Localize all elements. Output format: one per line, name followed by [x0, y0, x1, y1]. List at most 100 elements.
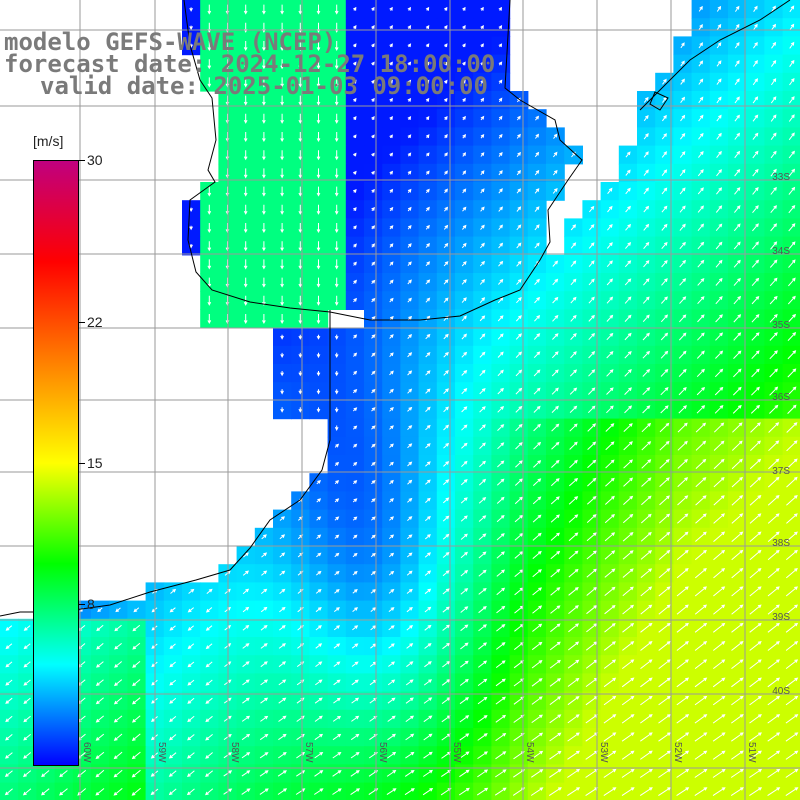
- wind-arrow: [549, 641, 561, 651]
- wind-arrow: [422, 788, 434, 796]
- wind-arrow: [658, 568, 671, 579]
- wind-arrow: [569, 369, 578, 377]
- wind-arrow: [716, 132, 722, 140]
- wind-arrow: [495, 660, 506, 668]
- wind-arrow: [480, 242, 485, 249]
- wind-arrow: [407, 461, 413, 467]
- wind-arrow: [243, 132, 248, 143]
- wind-arrow: [604, 550, 616, 560]
- wind-arrow: [733, 350, 742, 359]
- wind-arrow: [569, 441, 578, 450]
- wind-arrow: [498, 151, 503, 157]
- wind-arrow: [260, 661, 268, 668]
- wind-arrow: [604, 604, 616, 615]
- wind-arrow: [406, 625, 413, 631]
- wind-arrow: [603, 641, 616, 651]
- wind-arrow: [23, 734, 31, 741]
- wind-arrow: [568, 550, 579, 560]
- wind-arrow: [567, 732, 580, 742]
- wind-arrow: [697, 241, 705, 250]
- wind-arrow: [640, 677, 653, 688]
- wind-arrow: [679, 223, 686, 231]
- wind-arrow: [676, 659, 689, 669]
- wind-arrow: [496, 551, 505, 559]
- wind-arrow: [532, 623, 543, 632]
- wind-arrow: [587, 477, 597, 487]
- wind-arrow: [697, 259, 705, 268]
- wind-arrow: [460, 642, 469, 650]
- wind-arrow: [676, 531, 689, 542]
- coastline-east: [639, 0, 791, 111]
- wind-arrow: [316, 95, 321, 106]
- wind-arrow: [206, 588, 213, 594]
- wind-arrow: [588, 387, 596, 395]
- latitude-label: 33S: [772, 172, 790, 183]
- wind-arrow: [678, 368, 687, 377]
- wind-arrow: [131, 787, 141, 796]
- wind-arrow: [749, 714, 762, 724]
- wind-arrow: [698, 5, 703, 12]
- wind-arrow: [498, 133, 503, 139]
- wind-arrow: [661, 151, 668, 158]
- wind-arrow: [533, 369, 541, 377]
- longitude-label: 56W: [377, 742, 388, 763]
- colorbar-tick: [79, 160, 85, 161]
- wind-arrow: [531, 696, 543, 705]
- wind-arrow: [676, 641, 689, 651]
- wind-arrow: [622, 622, 635, 633]
- wind-arrow: [677, 459, 688, 469]
- wind-arrow: [389, 43, 393, 48]
- wind-arrow: [712, 641, 726, 651]
- wind-arrow: [551, 351, 559, 359]
- wind-arrow: [698, 42, 703, 49]
- wind-arrow: [548, 787, 562, 797]
- wind-arrow: [516, 242, 522, 249]
- wind-arrow: [640, 714, 653, 724]
- wind-arrow: [280, 59, 284, 70]
- wind-arrow: [5, 625, 13, 631]
- wind-arrow: [462, 79, 466, 84]
- wind-arrow: [769, 277, 778, 287]
- wind-arrow: [353, 207, 357, 212]
- wind-arrow: [334, 498, 340, 503]
- wind-arrow: [495, 751, 507, 760]
- wind-arrow: [407, 134, 412, 139]
- wind-arrow: [477, 696, 488, 705]
- wind-arrow: [767, 531, 780, 542]
- wind-arrow: [676, 787, 690, 797]
- wind-arrow: [553, 151, 558, 158]
- wind-arrow: [752, 205, 759, 214]
- wind-arrow: [679, 296, 687, 304]
- wind-arrow: [315, 679, 323, 686]
- wind-arrow: [498, 170, 503, 176]
- wind-arrow: [425, 224, 430, 230]
- wind-arrow: [443, 388, 449, 394]
- wind-arrow: [477, 678, 488, 687]
- wind-arrow: [731, 750, 744, 760]
- wind-arrow: [749, 787, 763, 797]
- wind-arrow: [332, 715, 342, 722]
- wind-arrow: [405, 733, 415, 741]
- wind-arrow: [443, 333, 449, 340]
- wind-arrow: [551, 459, 560, 468]
- wind-arrow: [189, 225, 193, 231]
- longitude-label: 52W: [672, 742, 683, 763]
- wind-arrow: [479, 406, 486, 413]
- wind-arrow: [497, 351, 504, 358]
- wind-arrow: [516, 224, 522, 231]
- wind-arrow: [550, 478, 560, 487]
- wind-arrow: [316, 204, 321, 215]
- wind-arrow: [334, 461, 340, 466]
- wind-arrow: [316, 132, 321, 143]
- wind-arrow: [425, 333, 431, 340]
- wind-arrow: [5, 661, 13, 668]
- wind-arrow: [676, 604, 689, 615]
- wind-arrow: [749, 458, 762, 470]
- wind-arrow: [461, 279, 467, 285]
- wind-arrow: [442, 642, 451, 650]
- wind-arrow: [786, 476, 798, 488]
- wind-arrow: [316, 4, 321, 15]
- wind-arrow: [407, 297, 412, 303]
- wind-arrow: [444, 115, 448, 121]
- wind-arrow: [315, 570, 322, 576]
